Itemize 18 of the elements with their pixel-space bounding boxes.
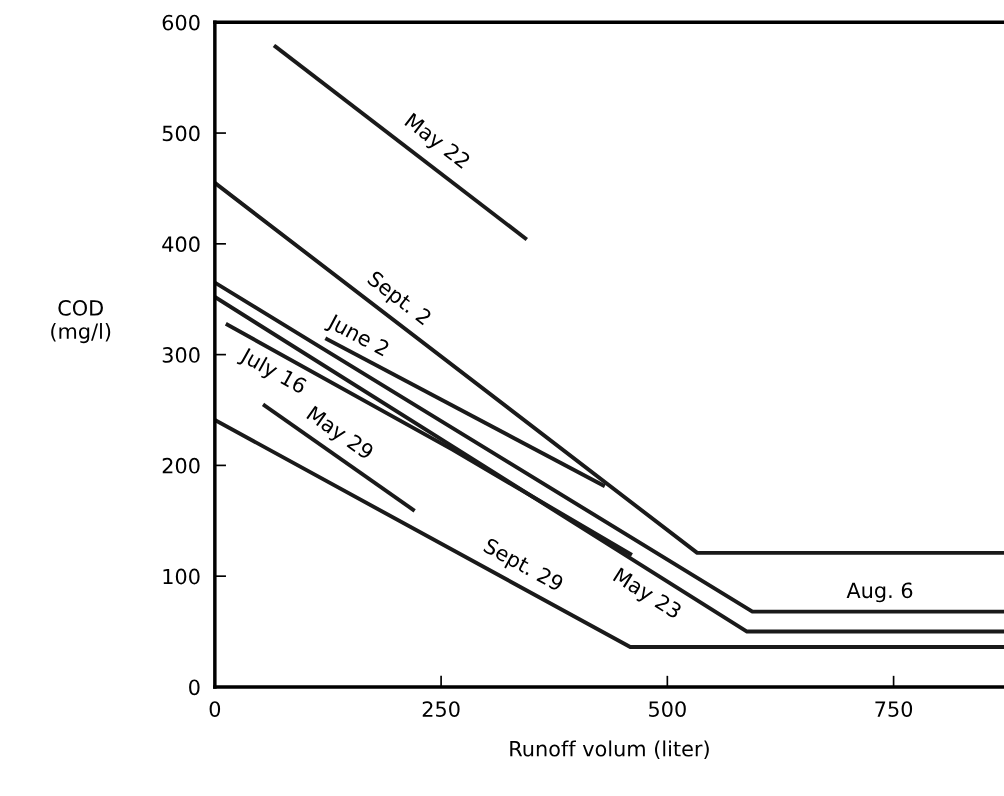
y-tick-label: 600 bbox=[162, 14, 200, 31]
y-tick-label: 500 bbox=[162, 125, 200, 142]
text: June 2 bbox=[323, 312, 390, 360]
y-tick-label: 200 bbox=[162, 457, 200, 474]
text: May 29 bbox=[303, 405, 375, 464]
y-axis-title: COD (mg/l) bbox=[51, 300, 111, 344]
text: May 23 bbox=[610, 567, 683, 623]
y-tick-label: 400 bbox=[162, 236, 200, 253]
text: July 16 bbox=[236, 345, 308, 398]
x-tick-label: 500 bbox=[649, 701, 686, 717]
y-tick-label: 300 bbox=[162, 347, 200, 363]
y-tick-label: 0 bbox=[189, 679, 200, 696]
x-tick-label: 250 bbox=[422, 701, 460, 717]
y-tick-label: 100 bbox=[163, 568, 200, 585]
x-axis-title: Runoff volum (liter) bbox=[510, 740, 709, 760]
x-tick-label: 0 bbox=[209, 701, 221, 717]
series-label: Aug. 6 bbox=[846, 582, 913, 603]
x-tick-label: 750 bbox=[875, 701, 913, 717]
